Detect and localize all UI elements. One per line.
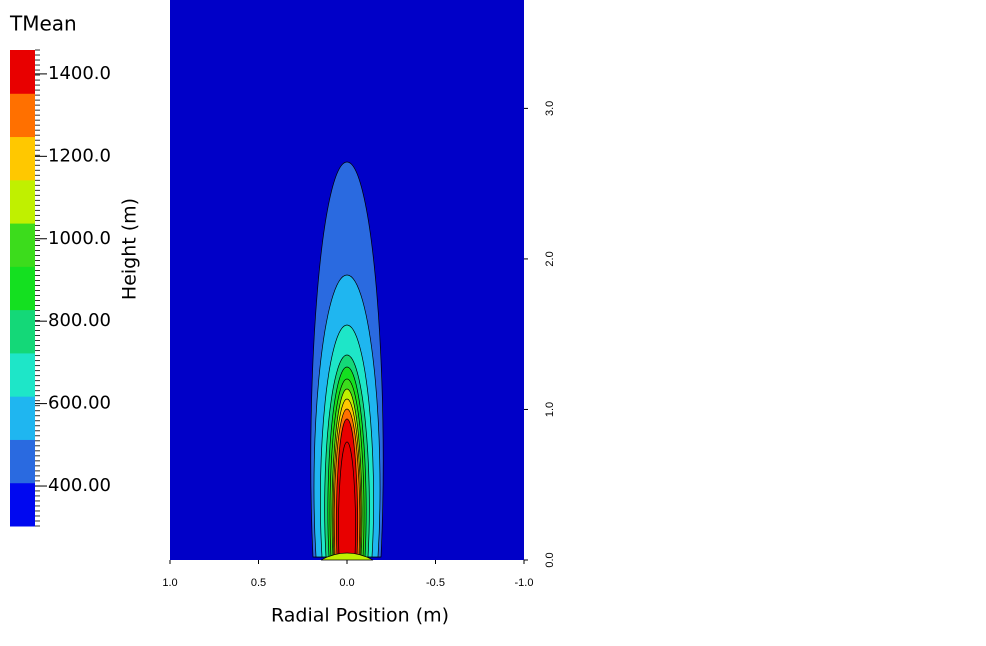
colorbar-band (10, 136, 35, 181)
y-axis-label: Height (m) (119, 198, 141, 300)
colorbar-band (10, 309, 35, 354)
x-tick-label: 0.0 (339, 577, 354, 589)
colorbar-band (10, 352, 35, 397)
colorbar-tick-label: 600.00 (48, 393, 111, 414)
colorbar-band (10, 266, 35, 311)
colorbar-band (10, 482, 35, 527)
colorbar-band (10, 50, 35, 94)
colorbar-band (10, 439, 35, 484)
colorbar-tick-label: 800.00 (48, 310, 111, 331)
y-tick-label: 2.0 (544, 251, 556, 266)
colorbar-band (10, 93, 35, 138)
plot (170, 0, 524, 561)
colorbar-tick-label: 1000.0 (48, 228, 111, 249)
colorbar-band (10, 223, 35, 267)
colorbar-band (10, 179, 35, 224)
y-tick-label: 1.0 (544, 402, 556, 417)
colorbar-band (10, 396, 35, 440)
x-tick-label: 0.5 (251, 577, 266, 589)
y-tick-label: 3.0 (544, 101, 556, 116)
x-tick-label: -1.0 (515, 577, 534, 589)
colorbar-title: TMean (9, 12, 77, 36)
x-tick-label: 1.0 (162, 577, 177, 589)
colorbar-tick-label: 1400.0 (48, 63, 111, 84)
contour-region (338, 441, 356, 558)
x-tick-label: -0.5 (426, 577, 445, 589)
contour-base (320, 552, 374, 561)
x-axis-label: Radial Position (m) (271, 605, 449, 627)
colorbar-tick-label: 1200.0 (48, 145, 111, 166)
y-tick-label: 0.0 (544, 552, 556, 567)
colorbar-tick-label: 400.00 (48, 475, 111, 496)
